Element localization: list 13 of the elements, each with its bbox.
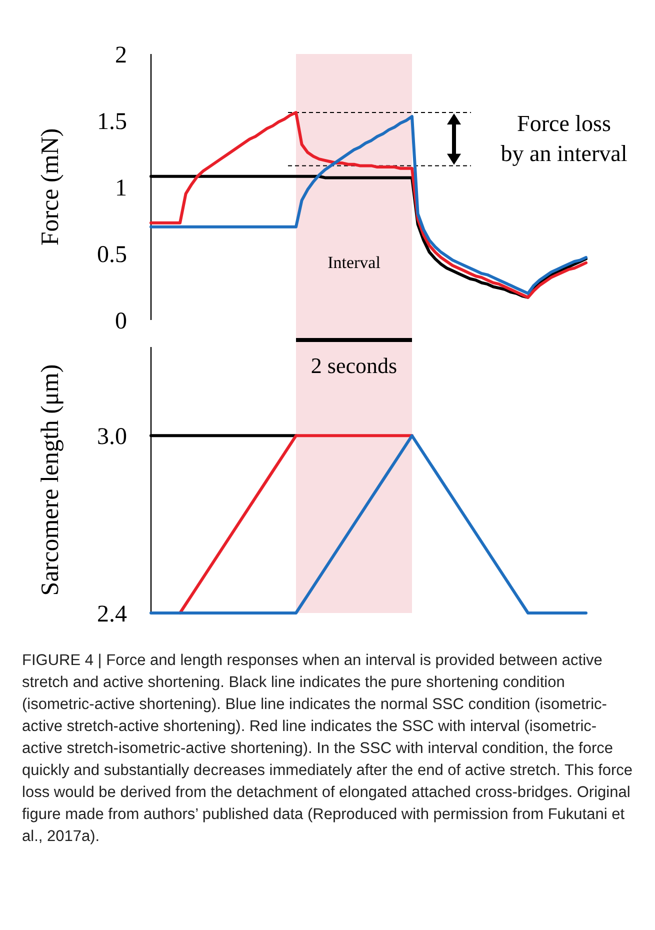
- y-tick-label: 1.5: [97, 108, 127, 135]
- y-tick-label: 2.4: [97, 601, 127, 628]
- y-tick-label: 0.5: [97, 242, 127, 268]
- annotation: 2 seconds: [310, 353, 398, 378]
- annotation: Force loss by an interval: [500, 111, 628, 166]
- y-tick-label: 1: [115, 175, 127, 202]
- text: FIGURE 4 | Force and length responses when an interval is provided between active stretch and active shortening. Black line indicates the pure shortening condition (isometric-active shortening). Blue line indicates the normal SSC condition (isometric-active stretch-active shortening). Red line indicates the SSC with interval (isometric-active stretch-isometric-active shortening). In the SSC with interval condition, the force quickly and substantially decreases immediately after the end of active stretch. This force loss would be derived from the detachment of elongated attached cross-bridges. Original figure made from authors’ published data (Reproduced with permission from Fukutani et al., 2017a).: [22, 652, 633, 845]
- y-tick-label: 2: [115, 42, 127, 68]
- y-tick-label: 3.0: [97, 424, 127, 450]
- y-tick-label: 0: [115, 308, 127, 334]
- y-axis-title: Sarcomere length (μm): [37, 364, 64, 596]
- annotation: Interval: [328, 253, 381, 272]
- y-axis-title: Force (mN): [37, 128, 64, 246]
